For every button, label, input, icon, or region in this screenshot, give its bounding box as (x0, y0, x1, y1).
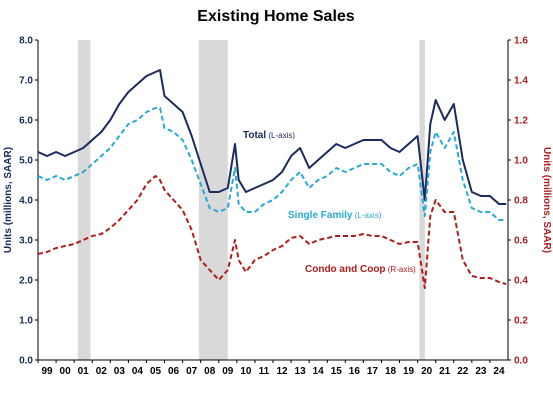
recession-band-0 (77, 40, 91, 360)
right-axis-title: Units (millions, SAAR) (541, 147, 552, 253)
series-label-name: Single Family (288, 210, 353, 221)
x-tick-label: 09 (222, 366, 234, 377)
x-tick-label: 15 (331, 366, 343, 377)
x-tick-label: 07 (186, 366, 198, 377)
right-tick-label: 0.2 (514, 316, 528, 327)
series-label-name: Condo and Coop (305, 264, 386, 275)
x-tick-label: 17 (367, 366, 379, 377)
x-tick-label: 21 (439, 366, 451, 377)
series-label-axis: (L-axis) (266, 131, 295, 140)
left-tick-label: 7.0 (19, 76, 33, 87)
left-tick-label: 2.0 (19, 276, 33, 287)
chart-title: Existing Home Sales (197, 8, 354, 25)
left-tick-label: 8.0 (19, 36, 33, 47)
left-tick-label: 4.0 (19, 196, 33, 207)
x-tick-label: 05 (150, 366, 162, 377)
x-tick-label: 99 (41, 366, 53, 377)
x-tick-label: 00 (60, 366, 72, 377)
x-tick-label: 13 (295, 366, 307, 377)
series-label-2: Condo and Coop (R-axis) (305, 264, 416, 275)
right-tick-label: 0.8 (514, 196, 528, 207)
right-tick-label: 1.2 (514, 116, 528, 127)
right-tick-label: 1.0 (514, 156, 528, 167)
right-tick-label: 1.4 (514, 76, 528, 87)
x-tick-label: 06 (168, 366, 180, 377)
right-tick-label: 0.4 (514, 276, 528, 287)
x-tick-label: 23 (475, 366, 487, 377)
series-line-total (37, 69, 507, 205)
x-tick-label: 16 (349, 366, 361, 377)
left-tick-label: 3.0 (19, 236, 33, 247)
x-tick-label: 11 (259, 366, 270, 377)
right-tick-label: 1.6 (514, 36, 528, 47)
series-label-axis: (R-axis) (386, 265, 417, 274)
right-tick-label: 0.0 (514, 356, 528, 367)
x-tick-label: 12 (276, 366, 288, 377)
x-tick-label: 20 (421, 366, 433, 377)
x-tick-label: 10 (240, 366, 252, 377)
series-label-name: Total (243, 130, 266, 141)
recession-band-1 (198, 40, 228, 360)
series-label-axis: (L-axis) (352, 211, 381, 220)
x-tick-label: 04 (132, 366, 144, 377)
x-tick-label: 02 (96, 366, 108, 377)
series-line-single-family (37, 107, 507, 221)
x-tick-label: 24 (493, 366, 505, 377)
x-tick-label: 08 (204, 366, 216, 377)
x-tick-label: 18 (385, 366, 397, 377)
left-tick-label: 5.0 (19, 156, 33, 167)
x-tick-label: 19 (403, 366, 415, 377)
series-line-condo-and-coop (37, 175, 507, 289)
left-tick-label: 1.0 (19, 316, 33, 327)
x-tick-label: 03 (114, 366, 126, 377)
x-tick-label: 22 (457, 366, 469, 377)
left-axis-title: Units (millions, SAAR) (3, 147, 14, 253)
left-tick-label: 6.0 (19, 116, 33, 127)
right-tick-label: 0.6 (514, 236, 528, 247)
left-tick-label: 0.0 (19, 356, 33, 367)
x-tick-label: 14 (313, 366, 325, 377)
x-tick-label: 01 (78, 366, 90, 377)
series-label-1: Single Family (L-axis) (288, 210, 382, 221)
series-label-0: Total (L-axis) (243, 130, 295, 141)
